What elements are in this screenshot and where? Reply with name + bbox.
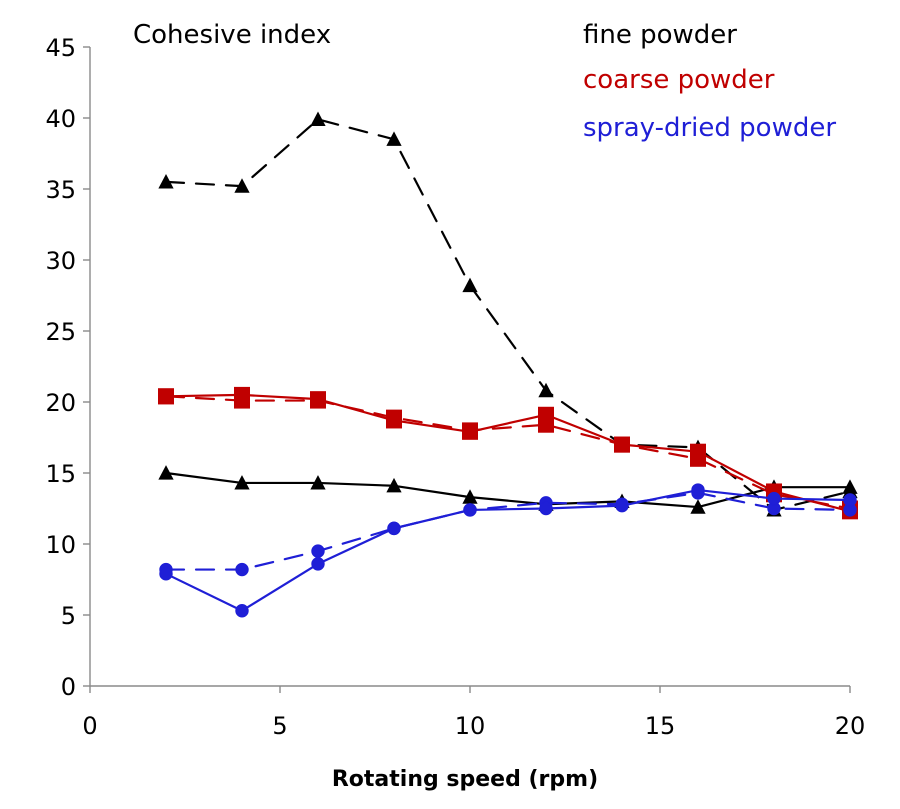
data-point-marker xyxy=(159,567,173,581)
x-tick-label: 5 xyxy=(272,712,287,740)
ticks-layer: 0 5 10 15 20 25 30 35 40 45 0 5 10 15 20 xyxy=(45,34,865,740)
data-point-marker xyxy=(158,465,174,480)
data-point-marker xyxy=(234,475,250,490)
data-point-marker xyxy=(387,521,401,536)
series-line xyxy=(164,393,852,513)
data-point-marker xyxy=(386,477,402,493)
y-tick-label: 30 xyxy=(45,247,76,275)
data-point-marker xyxy=(691,483,705,497)
series-6 xyxy=(159,483,857,618)
data-point-marker xyxy=(235,604,249,618)
data-point-marker xyxy=(462,423,478,440)
data-point-marker xyxy=(158,388,174,405)
data-point-marker xyxy=(158,174,174,189)
data-point-marker xyxy=(310,475,326,490)
plot-title: Cohesive index xyxy=(133,20,331,50)
data-point-marker xyxy=(386,131,402,146)
data-point-marker xyxy=(843,493,857,507)
data-point-marker xyxy=(234,178,250,193)
data-point-marker xyxy=(386,412,402,429)
series-line xyxy=(164,395,852,510)
series-line xyxy=(164,471,852,509)
series-1 xyxy=(158,111,858,517)
data-point-marker xyxy=(310,111,326,127)
series-4 xyxy=(158,386,858,520)
y-tick-label: 5 xyxy=(61,602,76,630)
data-point-marker xyxy=(234,386,250,403)
data-point-marker xyxy=(235,562,249,577)
data-point-marker xyxy=(310,391,326,408)
series-line xyxy=(164,118,852,512)
legend-item-coarse-powder: coarse powder xyxy=(583,65,775,95)
y-tick-label: 10 xyxy=(45,531,76,559)
data-point-marker xyxy=(462,277,478,293)
x-tick-label: 0 xyxy=(82,712,97,740)
data-point-marker xyxy=(767,491,781,506)
data-point-marker xyxy=(538,406,554,423)
data-point-marker xyxy=(690,443,706,460)
legend-item-spray-dried-powder: spray-dried powder xyxy=(583,113,836,143)
x-axis-title: Rotating speed (rpm) xyxy=(332,767,598,792)
data-point-marker xyxy=(615,498,629,513)
data-point-marker xyxy=(311,544,325,558)
y-tick-label: 45 xyxy=(45,34,76,62)
data-point-marker xyxy=(539,501,553,516)
y-tick-label: 35 xyxy=(45,176,76,204)
y-tick-label: 15 xyxy=(45,460,76,488)
y-tick-label: 20 xyxy=(45,389,76,417)
data-point-marker xyxy=(311,557,325,571)
data-point-marker xyxy=(538,382,554,398)
x-tick-label: 20 xyxy=(835,712,866,740)
series-line xyxy=(164,491,852,571)
data-point-marker xyxy=(463,503,477,517)
y-tick-label: 0 xyxy=(61,673,76,701)
data-point-marker xyxy=(690,499,706,514)
series-2 xyxy=(158,465,858,514)
data-point-marker xyxy=(614,436,630,453)
y-tick-label: 25 xyxy=(45,318,76,346)
series-layer xyxy=(158,111,858,618)
x-tick-label: 15 xyxy=(645,712,676,740)
x-tick-label: 10 xyxy=(455,712,486,740)
y-tick-label: 40 xyxy=(45,105,76,133)
labels-layer: Cohesive index Rotating speed (rpm) fine… xyxy=(133,20,836,792)
series-line xyxy=(164,488,852,612)
legend-item-fine-powder: fine powder xyxy=(583,20,737,50)
